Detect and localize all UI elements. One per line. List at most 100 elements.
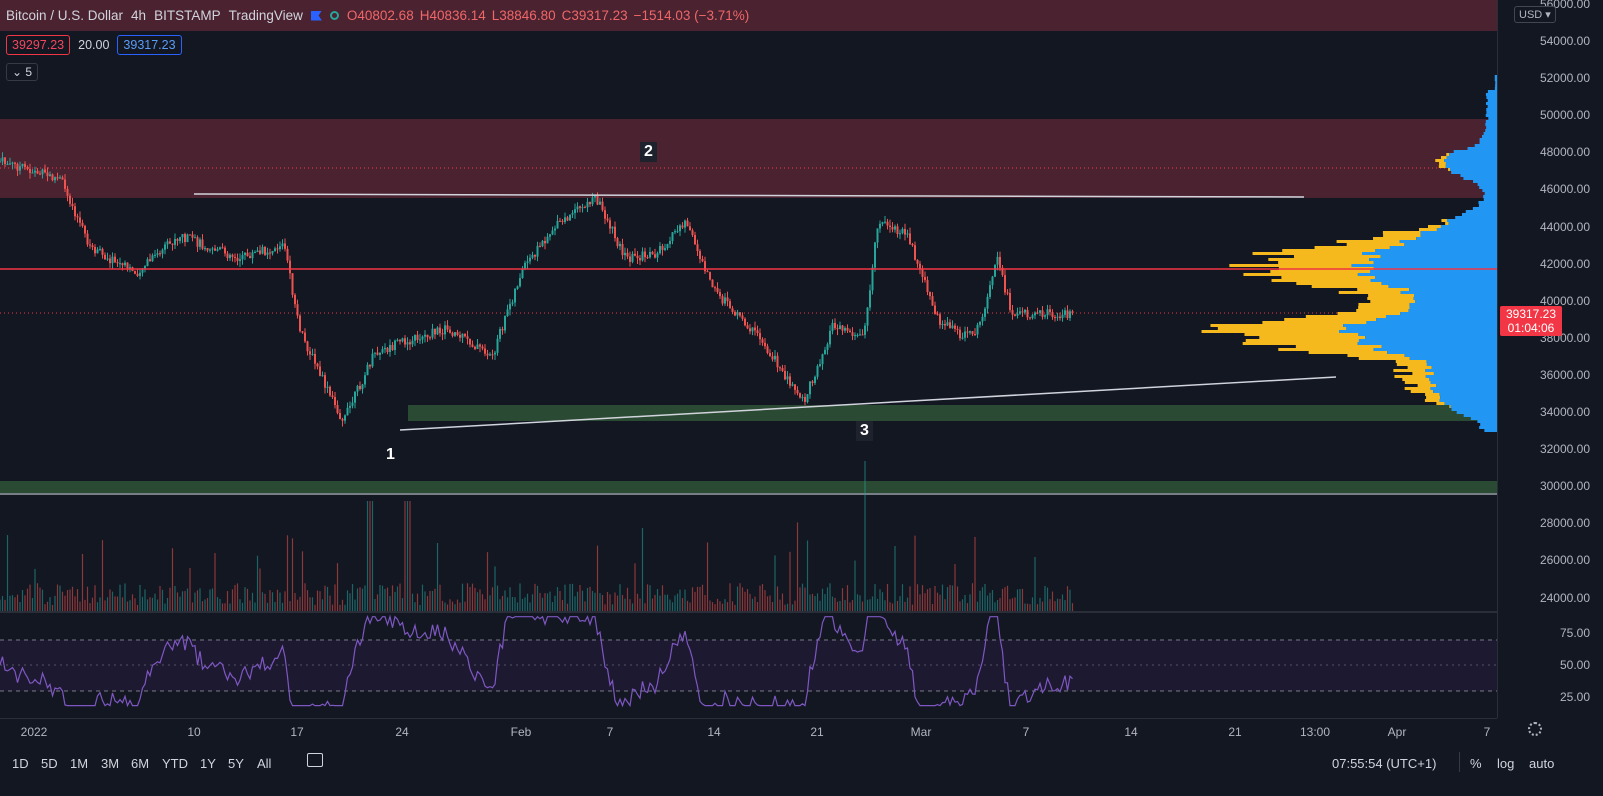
volume-bar (329, 595, 331, 611)
gear-icon[interactable] (1528, 722, 1542, 736)
candle-body (904, 228, 906, 235)
volume-bar (221, 603, 224, 611)
indicators-toggle-button[interactable]: ⌄ 5 (6, 63, 39, 81)
candle-body (721, 296, 724, 304)
time-axis[interactable]: 2022 10 17 24 Feb 7 14 21 Mar 7 14 21 13:00 Apr 7 (0, 718, 1497, 743)
volume-bar (291, 538, 294, 611)
range-button-all[interactable]: All (257, 756, 272, 771)
candle-body (189, 234, 191, 236)
chart-canvas[interactable] (0, 0, 1497, 718)
percent-button[interactable]: % (1470, 756, 1482, 771)
symbol-name[interactable]: Bitcoin / U.S. Dollar (6, 8, 124, 23)
time-tick: Mar (910, 725, 932, 739)
volume-bar (186, 588, 189, 611)
volume-bar (914, 535, 916, 611)
candle-body (664, 248, 666, 250)
candle-body (926, 280, 929, 292)
flag-icon[interactable] (310, 10, 322, 21)
volume-bar (216, 597, 219, 611)
candle-body (86, 233, 89, 245)
volume-bar (989, 592, 991, 611)
candle-body (334, 396, 336, 406)
volume-bar (759, 585, 761, 611)
range-button-3m[interactable]: 3M (101, 756, 120, 771)
volume-bar (894, 546, 896, 611)
range-button-5d[interactable]: 5D (41, 756, 58, 771)
volume-bar (96, 602, 99, 611)
volume-profile-bar (1305, 315, 1386, 318)
currency-button[interactable]: USD ▾ (1514, 6, 1556, 23)
candle-body (584, 207, 586, 209)
volume-bar (834, 597, 836, 611)
date-range-icon[interactable] (307, 753, 323, 767)
volume-bar (769, 595, 771, 611)
volume-profile-bar (1426, 396, 1441, 399)
range-button-1d[interactable]: 1D (12, 756, 29, 771)
range-button-5y[interactable]: 5Y (228, 756, 244, 771)
volume-bar (401, 598, 404, 611)
range-button-1m[interactable]: 1M (70, 756, 89, 771)
volume-profile-bar (1259, 336, 1366, 339)
candle-body (544, 240, 546, 244)
volume-bar (99, 597, 101, 611)
volume-bar (761, 584, 764, 611)
volume-profile-bar (1358, 333, 1497, 336)
volume-bar (421, 584, 424, 611)
candle-body (294, 294, 296, 305)
volume-profile-bar (1296, 282, 1382, 285)
buy-button[interactable]: 39317.23 (117, 35, 182, 55)
volume-bar (934, 586, 936, 611)
volume-bar (521, 598, 524, 611)
sell-button[interactable]: 39297.23 (6, 35, 71, 55)
range-button-1y[interactable]: 1Y (200, 756, 216, 771)
candle-body (181, 234, 184, 238)
candle-body (559, 220, 561, 222)
volume-profile-bar (1396, 363, 1427, 366)
candle-body (229, 254, 231, 259)
volume-bar (874, 584, 876, 611)
support-trendline[interactable] (399, 376, 1337, 431)
volume-profile-bar (1370, 300, 1415, 303)
candle-body (761, 339, 764, 343)
volume-bar (341, 599, 344, 611)
candle-body (984, 308, 986, 317)
volume-profile-bar (1425, 375, 1497, 378)
volume-bar (106, 597, 109, 611)
close-value: C39317.23 (561, 8, 628, 23)
volume-bar (884, 600, 886, 611)
volume-bar (109, 589, 111, 611)
volume-bar (976, 601, 979, 611)
candle-body (206, 248, 209, 251)
resistance-line[interactable] (193, 193, 1305, 198)
candle-body (839, 325, 841, 330)
volume-bar (879, 589, 881, 611)
candle-body (396, 339, 399, 341)
volume-bar (164, 603, 166, 611)
volume-bar (699, 586, 701, 611)
interval-label[interactable]: 4h (131, 8, 147, 23)
range-button-6m[interactable]: 6M (131, 756, 150, 771)
clock[interactable]: 07:55:54 (UTC+1) (1332, 756, 1437, 771)
candle-body (299, 315, 301, 332)
time-tick: Apr (1387, 725, 1407, 739)
candle-body (729, 301, 731, 309)
candle-body (274, 248, 276, 251)
volume-profile-bar (1483, 132, 1497, 135)
volume-profile-bar (1387, 351, 1497, 354)
candle-body (499, 329, 501, 339)
time-tick: 21 (1228, 725, 1242, 739)
volume-bar (799, 587, 801, 611)
price-axis[interactable]: 56000.00 54000.00 52000.00 50000.00 48000.00… (1497, 0, 1603, 718)
volume-bar (176, 592, 179, 611)
volume-profile-bar (1229, 264, 1352, 267)
volume-profile-bar (1440, 396, 1497, 399)
volume-profile-bar (1483, 195, 1497, 198)
candle-body (786, 376, 789, 380)
range-button-ytd[interactable]: YTD (162, 756, 188, 771)
volume-profile-bar (1429, 378, 1497, 381)
volume-bar (1024, 603, 1026, 611)
log-button[interactable]: log (1497, 756, 1515, 771)
candle-body (111, 256, 114, 264)
auto-button[interactable]: auto (1529, 756, 1555, 771)
volume-bar (974, 536, 976, 611)
